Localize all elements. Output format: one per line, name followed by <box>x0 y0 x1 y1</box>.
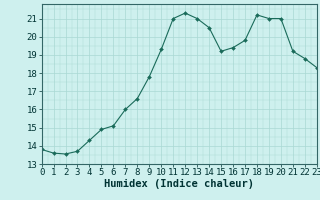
X-axis label: Humidex (Indice chaleur): Humidex (Indice chaleur) <box>104 179 254 189</box>
